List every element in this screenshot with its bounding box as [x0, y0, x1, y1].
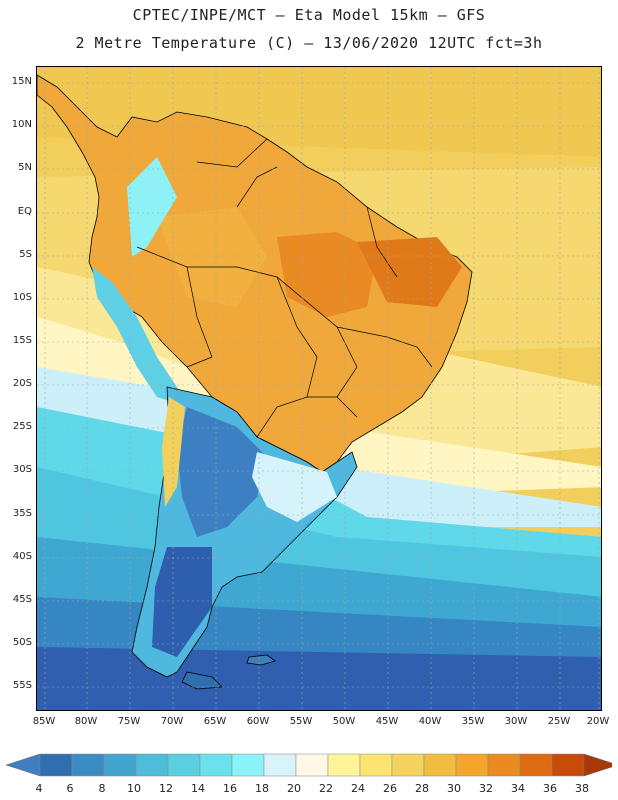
lat-label: 15S	[12, 335, 32, 346]
colorbar-segment	[167, 753, 201, 777]
colorbar-label: 12	[159, 782, 173, 795]
colorbar-label: 28	[415, 782, 429, 795]
colorbar-label: 6	[66, 782, 74, 795]
lon-label: 50W	[332, 716, 356, 727]
lon-label: 40W	[418, 716, 442, 727]
lon-label: 70W	[160, 716, 184, 727]
colorbar-segment	[231, 753, 265, 777]
colorbar-segment	[135, 753, 169, 777]
falkland-islands	[246, 654, 276, 666]
colorbar-label: 8	[98, 782, 106, 795]
colorbar-label: 18	[255, 782, 269, 795]
lat-label: 20S	[12, 378, 32, 389]
colorbar-segment	[103, 753, 137, 777]
lat-label: 35S	[12, 508, 32, 519]
lon-label: 55W	[289, 716, 313, 727]
lat-label: 10S	[12, 292, 32, 303]
lat-label: 30S	[12, 464, 32, 475]
colorbar-label: 34	[511, 782, 525, 795]
colorbar-segment	[359, 753, 393, 777]
colorbar-segment	[551, 753, 585, 777]
colorbar-label: 26	[383, 782, 397, 795]
lon-label: 60W	[246, 716, 270, 727]
colorbar-label: 32	[479, 782, 493, 795]
colorbar-label: 10	[127, 782, 141, 795]
colorbar-arrow-low	[6, 753, 41, 777]
lon-label: 65W	[203, 716, 227, 727]
colorbar-segment	[455, 753, 489, 777]
colorbar-segment	[327, 753, 361, 777]
lat-label: 10N	[11, 119, 32, 130]
lat-label: 55S	[12, 680, 32, 691]
lat-label: 25S	[12, 421, 32, 432]
colorbar-segment	[487, 753, 521, 777]
colorbar-segment	[295, 753, 329, 777]
colorbar-segment	[423, 753, 457, 777]
colorbar	[6, 753, 612, 777]
colorbar-segment	[39, 753, 73, 777]
lat-label: 50S	[12, 637, 32, 648]
lat-label: EQ	[17, 206, 32, 217]
graticule	[37, 67, 601, 710]
map-title-line2: 2 Metre Temperature (C) – 13/06/2020 12U…	[75, 34, 543, 52]
colorbar-label: 24	[351, 782, 365, 795]
cool-region-uruguay	[252, 452, 337, 522]
cold-region-argentina	[177, 407, 267, 537]
hot-region-northeast-brazil	[357, 237, 462, 307]
warm-region-amazon	[157, 207, 267, 307]
map-canvas	[37, 67, 601, 710]
andes-cold-north	[127, 157, 177, 257]
lat-label: 15N	[11, 76, 32, 87]
lat-label: 40S	[12, 551, 32, 562]
temperature-map	[36, 66, 602, 711]
lon-label: 20W	[586, 716, 610, 727]
colorbar-segment	[71, 753, 105, 777]
lon-label: 25W	[547, 716, 571, 727]
colorbar-label: 22	[319, 782, 333, 795]
colorbar-arrow-high	[583, 753, 612, 777]
warm-region-chile-coast	[162, 397, 185, 507]
colorbar-segment	[199, 753, 233, 777]
andes-cold-peru	[92, 267, 187, 407]
colorbar-label: 4	[35, 782, 43, 795]
colorbar-label: 36	[543, 782, 557, 795]
lat-label: 45S	[12, 594, 32, 605]
lon-label: 35W	[461, 716, 485, 727]
lon-label: 30W	[504, 716, 528, 727]
lon-label: 45W	[375, 716, 399, 727]
cold-region-patagonia	[152, 547, 212, 657]
colorbar-segment	[391, 753, 425, 777]
lon-label: 85W	[32, 716, 56, 727]
colorbar-label: 30	[447, 782, 461, 795]
colorbar-label: 16	[223, 782, 237, 795]
colorbar-label: 14	[191, 782, 205, 795]
lon-label: 80W	[74, 716, 98, 727]
lat-label: 5N	[18, 162, 32, 173]
lon-label: 75W	[117, 716, 141, 727]
map-title-line1: CPTEC/INPE/MCT – Eta Model 15km – GFS	[132, 6, 486, 24]
colorbar-label: 20	[287, 782, 301, 795]
colorbar-segment	[519, 753, 553, 777]
colorbar-label: 38	[575, 782, 589, 795]
tierra-del-fuego	[181, 671, 223, 690]
colorbar-segment	[263, 753, 297, 777]
lat-label: 5S	[19, 249, 32, 260]
